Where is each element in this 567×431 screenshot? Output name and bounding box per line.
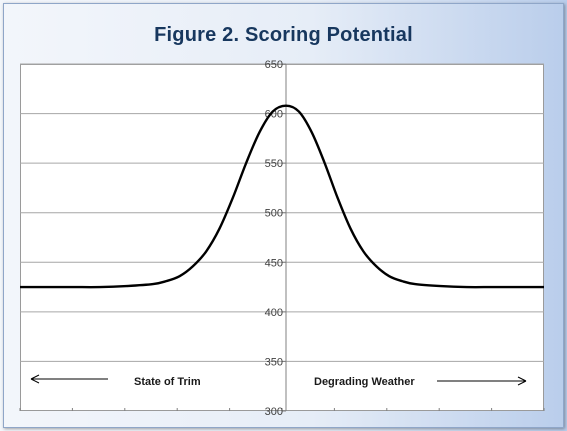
plot-area [20,64,544,411]
grid-lines [19,63,545,412]
y-tick-label: 450 [265,257,283,269]
y-tick-label: 300 [265,406,283,418]
y-tick-label: 400 [265,307,283,319]
chart-title: Figure 2. Scoring Potential [154,24,413,46]
series-line [20,104,544,289]
annotation-left: State of Trim [134,376,201,388]
y-tick-label: 650 [265,59,283,71]
annotation-right: Degrading Weather [314,376,415,388]
chart-border [3,3,564,428]
right-arrow-head-icon [517,376,527,386]
annotations: State of Trim Degrading Weather [30,374,527,388]
y-tick-label: 500 [265,208,283,220]
left-arrow-head-icon [30,374,40,384]
y-tick-label: 350 [265,356,283,368]
series-group [20,104,544,289]
y-tick-label: 550 [265,158,283,170]
